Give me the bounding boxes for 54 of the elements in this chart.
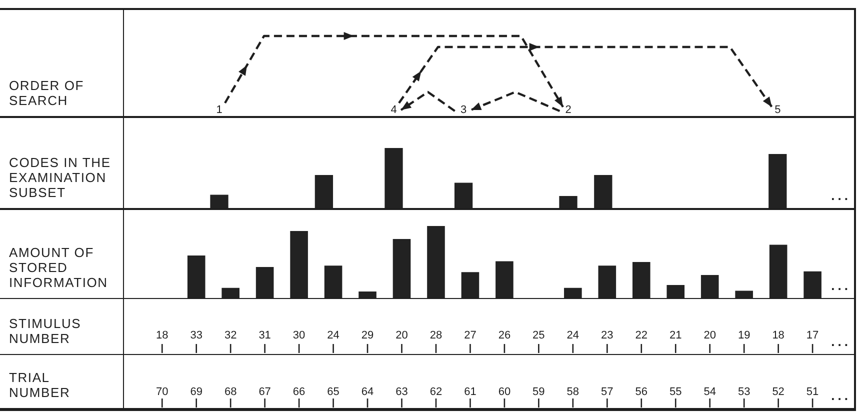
x-tick-label: 29 <box>360 330 374 342</box>
x-tick-label: 27 <box>464 330 476 342</box>
x-tick-label: 23 <box>600 330 613 342</box>
text: ... <box>831 388 851 403</box>
data-label: 3 <box>460 104 466 116</box>
x2-tick-label: 66 <box>292 386 305 398</box>
x2-tick-label: 63 <box>395 386 408 398</box>
x-tick-label: 17 <box>806 330 818 342</box>
data-label: 5 <box>774 104 780 116</box>
x-tick-label: 26 <box>498 330 510 342</box>
x2-tick-label: 57 <box>600 386 613 398</box>
x2-tick-label: 53 <box>737 386 750 398</box>
x-tick-label: 32 <box>224 330 236 342</box>
x2-tick-label: 62 <box>429 386 442 398</box>
x2-tick-label: 59 <box>532 386 544 398</box>
x2-tick-label: 58 <box>566 386 579 398</box>
x-tick-label: 20 <box>395 330 408 342</box>
x2-tick-label: 65 <box>326 386 339 398</box>
x2-axis-title: TRIAL NUMBER <box>9 370 72 400</box>
x-tick-label: 28 <box>429 330 442 342</box>
x-tick-label: 20 <box>703 330 716 342</box>
x-tick-label: 18 <box>772 330 784 342</box>
x-tick-label: 31 <box>258 330 270 342</box>
data-label: 1 <box>216 104 222 116</box>
x-tick-label: 22 <box>634 330 648 342</box>
data-label: 4 <box>390 104 396 116</box>
x2-tick-label: 61 <box>464 386 476 398</box>
x2-tick-label: 70 <box>155 386 168 398</box>
x2-tick-label: 64 <box>360 386 374 398</box>
x2-tick-label: 67 <box>258 386 270 398</box>
x-tick-label: 24 <box>326 330 339 342</box>
x2-tick-label: 56 <box>634 386 648 398</box>
x-tick-label: 30 <box>292 330 305 342</box>
y-axis-title: AMOUNT OF STORED INFORMATION <box>9 245 109 290</box>
y-axis-title: CODES IN THE EXAMINATION SUBSET <box>9 155 112 200</box>
x2-tick-label: 68 <box>224 386 236 398</box>
x2-tick-label: 60 <box>498 386 510 398</box>
text: ... <box>831 278 851 293</box>
data-label: 2 <box>564 104 571 116</box>
x-tick-label: 24 <box>566 330 579 342</box>
text: ... <box>831 334 851 349</box>
x-tick-label: 25 <box>532 330 544 342</box>
x2-tick-label: 52 <box>772 386 784 398</box>
x2-tick-label: 55 <box>668 386 682 398</box>
x-axis-title: STIMULUS NUMBER <box>9 316 82 346</box>
x-tick-label: 19 <box>737 330 750 342</box>
x-tick-label: 21 <box>668 330 682 342</box>
x-tick-label: 33 <box>190 330 202 342</box>
x2-tick-label: 51 <box>806 386 818 398</box>
x-tick-label: 18 <box>155 330 168 342</box>
x2-tick-label: 69 <box>190 386 202 398</box>
x2-tick-label: 54 <box>703 386 716 398</box>
text: ORDER OF SEARCH <box>9 78 86 108</box>
text: ... <box>831 188 851 203</box>
